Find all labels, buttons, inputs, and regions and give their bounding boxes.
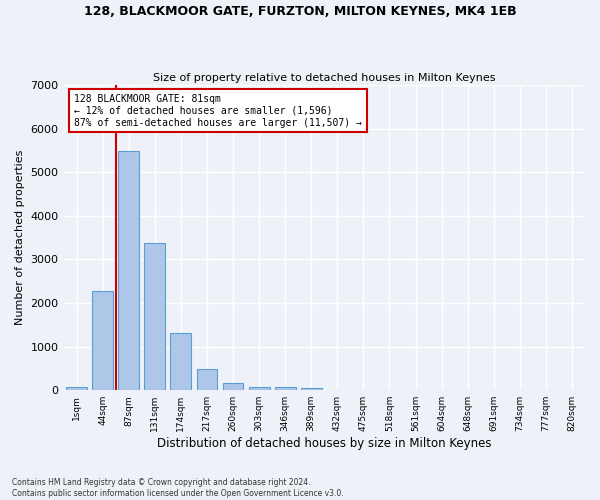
Bar xyxy=(92,292,113,390)
X-axis label: Distribution of detached houses by size in Milton Keynes: Distribution of detached houses by size … xyxy=(157,437,491,450)
Y-axis label: Number of detached properties: Number of detached properties xyxy=(15,150,25,326)
Bar xyxy=(275,388,296,390)
Bar xyxy=(223,382,244,390)
Title: Size of property relative to detached houses in Milton Keynes: Size of property relative to detached ho… xyxy=(153,73,496,83)
Bar xyxy=(197,369,217,390)
Bar xyxy=(118,152,139,390)
Text: Contains HM Land Registry data © Crown copyright and database right 2024.
Contai: Contains HM Land Registry data © Crown c… xyxy=(12,478,344,498)
Bar xyxy=(66,386,87,390)
Text: 128 BLACKMOOR GATE: 81sqm
← 12% of detached houses are smaller (1,596)
87% of se: 128 BLACKMOOR GATE: 81sqm ← 12% of detac… xyxy=(74,94,362,128)
Text: 128, BLACKMOOR GATE, FURZTON, MILTON KEYNES, MK4 1EB: 128, BLACKMOOR GATE, FURZTON, MILTON KEY… xyxy=(83,5,517,18)
Bar xyxy=(248,386,269,390)
Bar xyxy=(170,333,191,390)
Bar xyxy=(145,243,165,390)
Bar xyxy=(301,388,322,390)
